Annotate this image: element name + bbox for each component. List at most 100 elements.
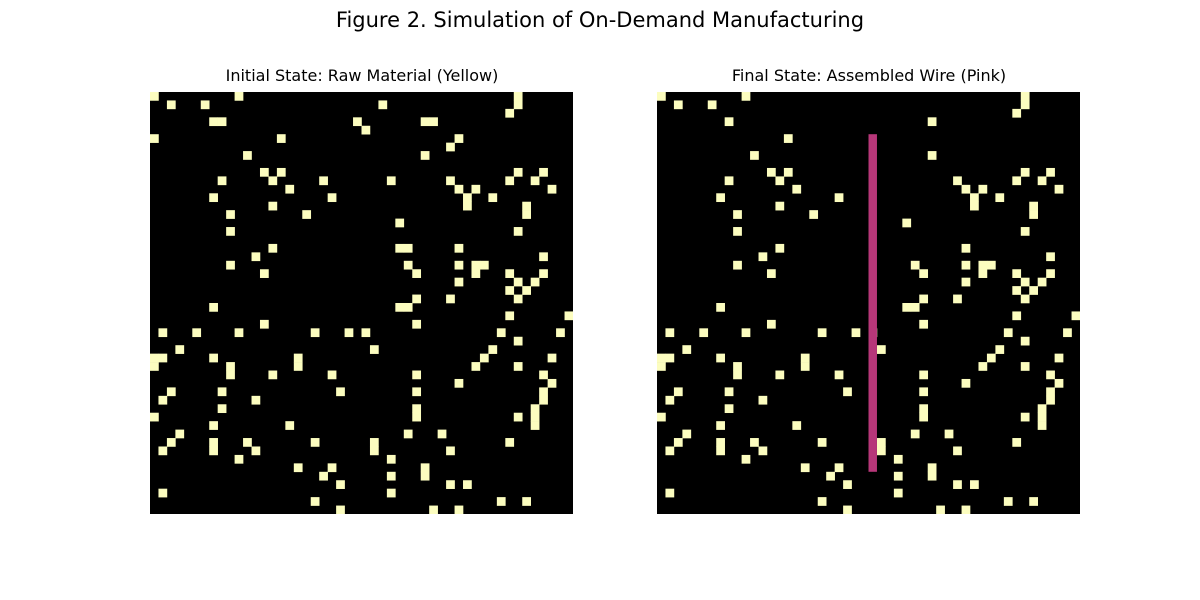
material-cell — [513, 277, 523, 287]
material-cell — [539, 370, 548, 380]
material-cell — [505, 269, 515, 278]
material-cell — [513, 362, 523, 371]
material-cell — [513, 336, 523, 346]
material-cell — [1054, 184, 1064, 194]
material-cell — [673, 387, 683, 397]
material-cell — [226, 370, 235, 380]
material-cell — [217, 387, 227, 397]
material-cell — [420, 463, 430, 473]
material-cell — [276, 134, 286, 143]
final-state-grid — [657, 92, 1080, 514]
material-cell — [919, 319, 929, 329]
material-cell — [471, 362, 481, 371]
material-cell — [412, 319, 422, 329]
material-cell — [386, 454, 396, 464]
material-cell — [1029, 210, 1038, 219]
material-cell — [961, 277, 971, 287]
material-cell — [699, 328, 709, 338]
material-cell — [319, 176, 328, 186]
material-cell — [910, 303, 920, 312]
material-cell — [530, 277, 540, 287]
material-cell — [716, 303, 725, 312]
material-cell — [834, 193, 844, 203]
material-cell — [158, 446, 168, 456]
material-cell — [1037, 404, 1047, 414]
material-cell — [539, 269, 548, 278]
material-cell — [657, 92, 666, 101]
material-cell — [716, 193, 725, 203]
material-cell — [395, 243, 405, 253]
material-cell — [310, 497, 320, 506]
material-cell — [420, 471, 430, 481]
material-cell — [268, 370, 278, 380]
material-cell — [386, 488, 396, 498]
material-cell — [919, 269, 929, 278]
material-cell — [513, 100, 523, 110]
material-cell — [733, 227, 742, 236]
material-cell — [369, 438, 379, 447]
material-cell — [1029, 201, 1038, 211]
material-cell — [826, 471, 835, 481]
material-cell — [1012, 438, 1022, 447]
material-cell — [1037, 176, 1047, 186]
material-cell — [175, 429, 185, 439]
material-cell — [953, 480, 962, 489]
material-cell — [893, 454, 903, 464]
material-cell — [268, 176, 278, 186]
material-cell — [893, 471, 903, 481]
material-cell — [395, 218, 405, 228]
material-cell — [209, 353, 218, 363]
material-cell — [817, 497, 827, 506]
material-cell — [716, 438, 725, 447]
material-cell — [961, 505, 971, 514]
material-cell — [970, 193, 979, 203]
material-cell — [800, 362, 810, 371]
material-cell — [513, 227, 523, 236]
material-cell — [243, 151, 252, 160]
material-cell — [513, 167, 523, 177]
material-cell — [217, 404, 227, 414]
material-cell — [530, 412, 540, 422]
material-cell — [978, 260, 988, 270]
material-cell — [530, 176, 540, 186]
material-cell — [150, 362, 159, 371]
material-cell — [1020, 362, 1030, 371]
material-cell — [166, 438, 176, 447]
material-cell — [513, 92, 523, 101]
material-cell — [657, 362, 666, 371]
material-cell — [539, 167, 548, 177]
material-cell — [437, 429, 447, 439]
material-cell — [150, 134, 159, 143]
material-cell — [463, 193, 472, 203]
material-cell — [522, 201, 531, 211]
material-cell — [158, 395, 168, 405]
material-cell — [733, 260, 742, 270]
material-cell — [412, 294, 422, 304]
material-cell — [251, 395, 261, 405]
material-cell — [513, 412, 523, 422]
material-cell — [834, 463, 844, 473]
material-cell — [758, 446, 768, 456]
material-cell — [420, 151, 430, 160]
material-cell — [150, 412, 159, 422]
material-cell — [166, 100, 176, 110]
material-cell — [1037, 421, 1047, 430]
material-cell — [539, 252, 548, 262]
material-cell — [783, 134, 793, 143]
material-cell — [412, 269, 422, 278]
material-cell — [1012, 286, 1022, 295]
material-cell — [285, 184, 295, 194]
material-cell — [403, 303, 413, 312]
material-cell — [783, 167, 793, 177]
material-cell — [412, 387, 422, 397]
material-cell — [1046, 167, 1055, 177]
material-cell — [243, 438, 252, 447]
material-cell — [716, 446, 725, 456]
material-cell — [395, 303, 405, 312]
material-cell — [724, 387, 734, 397]
material-cell — [876, 438, 886, 447]
material-cell — [1046, 370, 1055, 380]
material-cell — [327, 193, 337, 203]
material-cell — [454, 243, 464, 253]
material-cell — [479, 353, 489, 363]
